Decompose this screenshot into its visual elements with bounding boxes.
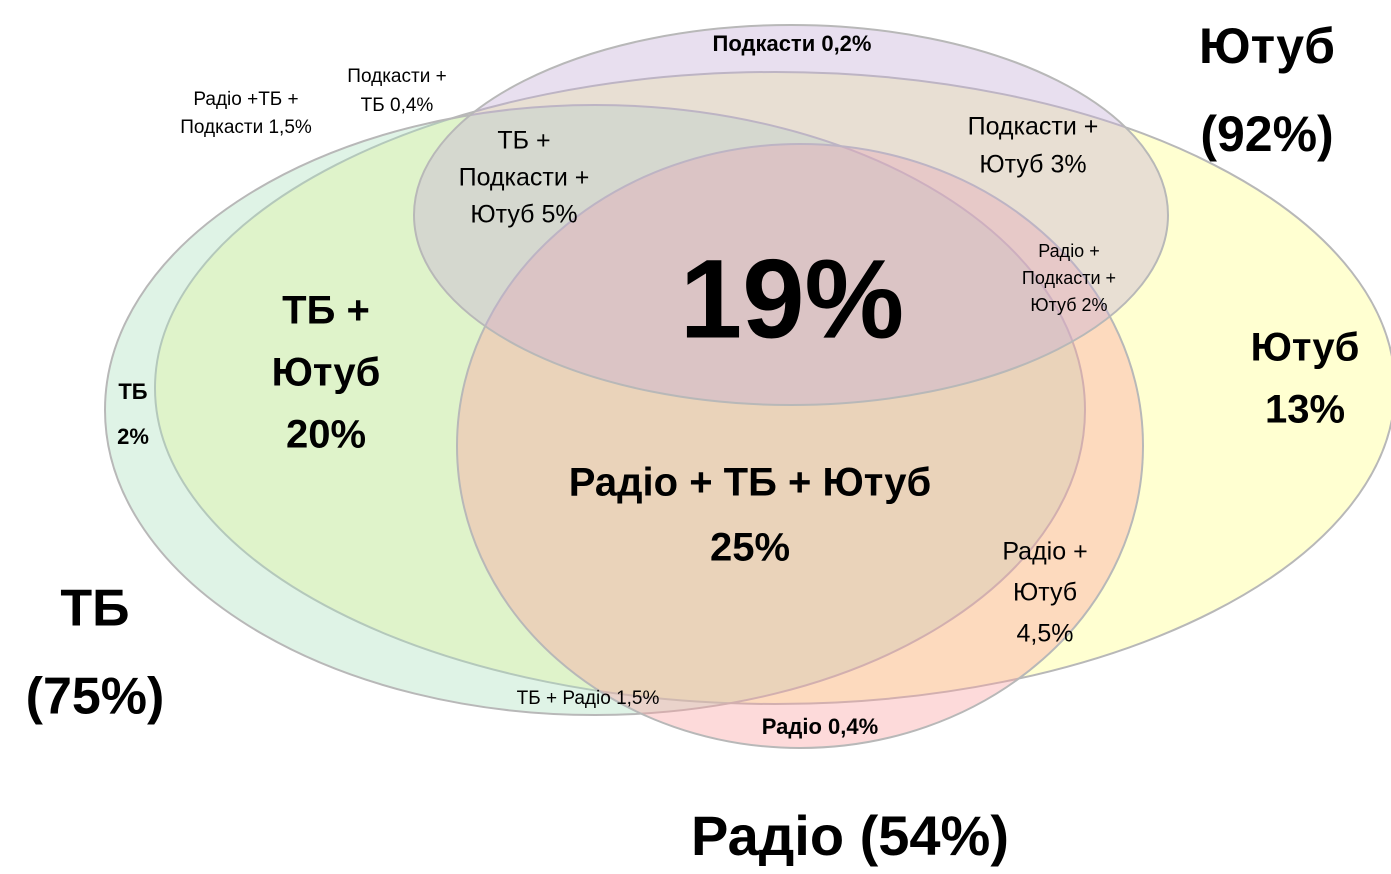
region-label: Подкасти +: [347, 66, 446, 87]
region-label: Ютуб: [1013, 579, 1077, 607]
tv-set: [104, 104, 1086, 716]
region-label: Подкасти +: [968, 113, 1099, 141]
region-label: 20%: [286, 413, 366, 457]
region-label: ТБ: [118, 379, 147, 404]
youtube-set: [154, 71, 1391, 705]
region-label: 25%: [710, 526, 790, 570]
region-label: Радіо 0,4%: [762, 714, 878, 739]
region-label: Ютуб: [272, 351, 381, 395]
region-label: Радіо +: [1002, 538, 1087, 566]
region-label: ТБ +: [282, 289, 370, 333]
set-label: Ютуб: [1199, 18, 1335, 74]
region-label: ТБ + Радіо 1,5%: [517, 688, 660, 709]
set-label: (75%): [26, 668, 165, 726]
region-label: Радіо +ТБ +: [193, 89, 298, 110]
radio-set: [456, 143, 1144, 749]
region-label: Радіо +: [1038, 241, 1099, 261]
region-label: Ютуб 5%: [470, 201, 577, 229]
region-label: Ютуб 2%: [1030, 295, 1107, 315]
podcasts-set: [413, 24, 1169, 406]
region-label: Подкасти +: [1022, 268, 1116, 288]
region-label: ТБ +: [497, 127, 550, 155]
region-label: Подкасти 0,2%: [713, 31, 872, 56]
set-label: (92%): [1200, 106, 1333, 162]
region-label: 13%: [1265, 388, 1345, 432]
region-label: Подкасти +: [459, 164, 590, 192]
region-label: 4,5%: [1017, 620, 1074, 648]
region-label: 2%: [117, 424, 149, 449]
region-label: Ютуб 3%: [979, 151, 1086, 179]
region-label: 19%: [680, 237, 904, 362]
set-label: Радіо (54%): [691, 804, 1009, 867]
region-label: Радіо + ТБ + Ютуб: [569, 461, 931, 505]
region-label: Подкасти 1,5%: [180, 117, 312, 138]
region-label: Ютуб: [1251, 326, 1360, 370]
set-label: ТБ: [60, 580, 129, 638]
region-label: ТБ 0,4%: [361, 95, 434, 116]
